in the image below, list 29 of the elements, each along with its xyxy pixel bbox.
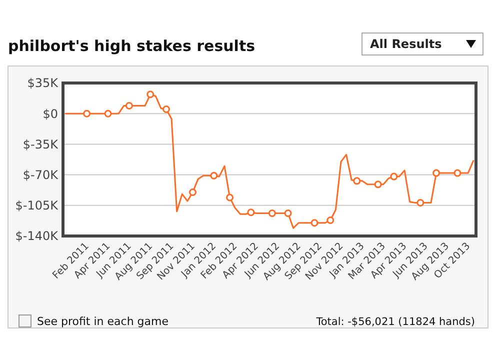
y-tick-label: $35K: [27, 76, 60, 90]
text: See profit in each game: [37, 315, 169, 328]
y-tick-label: $0: [42, 106, 58, 121]
point: [83, 110, 91, 118]
point: [454, 169, 462, 177]
point: [432, 169, 440, 177]
point: [188, 188, 196, 196]
y-tick-label: $-140K: [15, 229, 60, 244]
point: [125, 102, 133, 110]
point: [146, 90, 154, 98]
dropdown: All Results: [362, 32, 484, 56]
point: [390, 172, 398, 180]
point: [284, 210, 292, 218]
point: [374, 180, 382, 188]
y-tick-label: $-105K: [15, 198, 60, 213]
point: [162, 105, 170, 113]
point: [247, 208, 255, 216]
text: Total: -$56,021 (11824 hands): [315, 316, 475, 328]
point: [353, 177, 361, 185]
chart-title: philbort's high stakes results: [8, 37, 256, 55]
point: [326, 216, 334, 224]
point: [310, 219, 318, 227]
y-tick-label: $-70K: [22, 168, 60, 182]
y-tick-label: $-35K: [22, 137, 60, 152]
point: [416, 199, 424, 207]
point: [226, 194, 234, 202]
point: [210, 172, 218, 180]
point: [104, 110, 112, 118]
point: [268, 210, 276, 218]
